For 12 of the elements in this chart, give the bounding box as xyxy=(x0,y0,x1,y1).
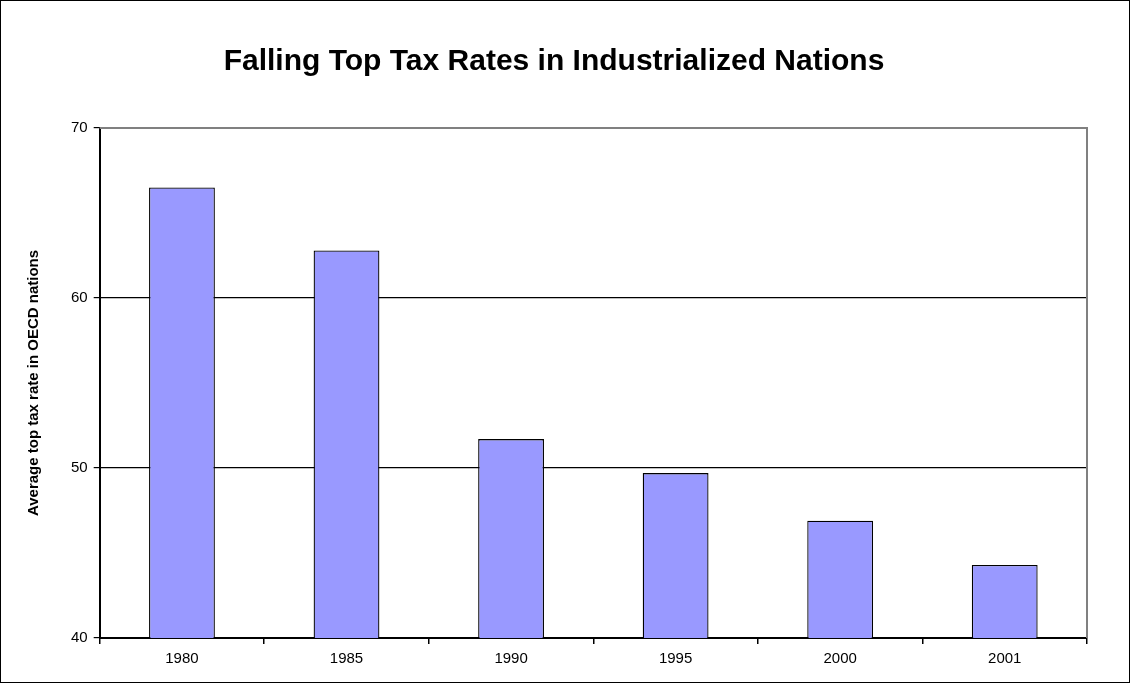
y-tick-label: 40 xyxy=(71,628,88,646)
x-tick-label: 2001 xyxy=(988,649,1022,667)
y-tick-label: 70 xyxy=(71,118,88,136)
x-tick-label: 1995 xyxy=(658,649,693,667)
x-tick-label: 1980 xyxy=(165,649,199,667)
y-axis-title: Average top tax rate in OECD nations xyxy=(24,249,42,517)
y-tick-label: 50 xyxy=(71,458,88,476)
x-tick-label: 1985 xyxy=(329,649,364,667)
chart-title: Falling Top Tax Rates in Industrialized Nations xyxy=(223,43,885,77)
x-tick-label: 1990 xyxy=(494,649,528,667)
y-tick-label: 60 xyxy=(71,288,88,306)
x-tick-label: 2000 xyxy=(823,649,857,667)
